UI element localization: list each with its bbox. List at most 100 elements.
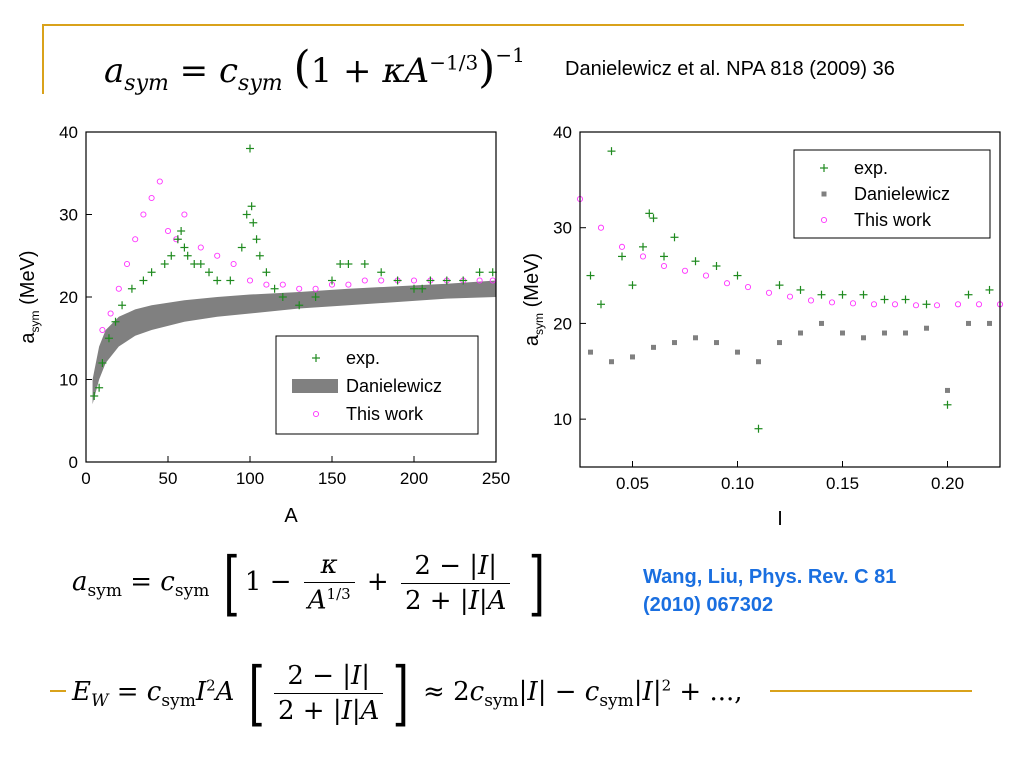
- x-tick-label: 0.05: [616, 474, 649, 493]
- exp-point: [475, 268, 484, 277]
- exp-point: [247, 202, 256, 211]
- exp-point: [442, 276, 451, 285]
- exp-point: [160, 260, 169, 268]
- exp-point: [180, 243, 189, 252]
- x-tick-label: 0: [81, 469, 90, 488]
- this-work-point: [476, 277, 483, 284]
- y-tick-label: 40: [59, 123, 78, 142]
- exp-point: [205, 268, 213, 277]
- this-work-point: [786, 293, 794, 300]
- exp-point: [183, 251, 192, 260]
- this-work-point: [246, 277, 254, 284]
- legend-this-work-marker: [312, 410, 320, 418]
- exp-point: [733, 271, 742, 280]
- exp-point: [344, 260, 353, 268]
- this-work-point: [410, 277, 418, 284]
- exp-point: [712, 262, 721, 270]
- legend-danielewicz-label: Danielewicz: [854, 184, 950, 204]
- exp-point: [196, 260, 205, 268]
- exp-point: [311, 293, 320, 301]
- this-work-point: [214, 252, 221, 259]
- exp-point: [249, 218, 258, 227]
- exp-point: [147, 268, 156, 277]
- exp-point: [985, 285, 994, 294]
- legend: exp. Danielewicz This work: [275, 335, 479, 435]
- exp-point: [880, 295, 889, 304]
- this-work-point: [723, 280, 731, 287]
- this-work-point: [954, 301, 962, 308]
- this-work-point: [197, 244, 204, 251]
- exp-point: [838, 290, 847, 299]
- this-work-point: [933, 302, 941, 309]
- this-work-point: [744, 284, 752, 291]
- danielewicz-point: [819, 320, 824, 326]
- this-work-point: [849, 300, 857, 307]
- this-work-point: [99, 326, 106, 334]
- y-axis-label: asym (MeV): [521, 253, 546, 346]
- this-work-point: [263, 281, 270, 288]
- exp-point: [127, 284, 136, 293]
- danielewicz-point: [735, 349, 740, 355]
- exp-point: [418, 284, 427, 293]
- this-work-point: [681, 267, 689, 274]
- legend-danielewicz-marker: [821, 191, 827, 197]
- this-work-point: [345, 281, 352, 288]
- legend-danielewicz-marker: [292, 379, 338, 393]
- formula-middle: asym = csym [1 − κ A1/3 + 2 − |I| 2 + |I|A…: [72, 542, 545, 624]
- y-tick-label: 10: [59, 371, 78, 390]
- exp-point: [139, 276, 148, 285]
- danielewicz-point: [651, 344, 656, 350]
- exp-point: [95, 383, 104, 392]
- this-work-point: [660, 262, 668, 270]
- exp-point: [246, 144, 254, 153]
- this-work-point: [361, 277, 368, 284]
- y-tick-label: 10: [553, 410, 572, 429]
- legend-exp-marker: [312, 354, 320, 362]
- y-axis-label: asym (MeV): [17, 250, 42, 343]
- legend-this-work-label: This work: [346, 404, 424, 424]
- exp-point: [410, 284, 418, 293]
- exp-point: [118, 301, 127, 310]
- exp-point: [213, 276, 222, 285]
- exp-point: [360, 260, 369, 268]
- legend-exp-label: exp.: [346, 348, 380, 368]
- this-work-point: [489, 277, 496, 284]
- y-tick-label: 0: [69, 453, 78, 472]
- danielewicz-point: [924, 325, 929, 331]
- y-tick-label: 40: [553, 123, 572, 142]
- this-work-point: [115, 285, 122, 292]
- x-tick-label: 200: [400, 469, 428, 488]
- x-tick-label: 0.15: [826, 474, 859, 493]
- exp-point: [639, 242, 647, 251]
- danielewicz-point: [840, 330, 845, 336]
- x-tick-label: 250: [482, 469, 510, 488]
- legend-this-work-label: This work: [854, 210, 932, 230]
- exp-point: [111, 317, 120, 326]
- legend-exp-marker: [820, 164, 828, 172]
- danielewicz-point: [987, 320, 992, 326]
- exp-point: [295, 301, 304, 310]
- exp-point: [262, 268, 271, 277]
- y-tick-label: 20: [59, 288, 78, 307]
- x-axis-label: A: [284, 505, 298, 527]
- reference-line-1: Wang, Liu, Phys. Rev. C 81: [643, 566, 897, 588]
- formula-bottom: EW = csymI2A [2 − |I| 2 + |I|A] ≈ 2csym|I…: [72, 652, 743, 734]
- x-tick-label: 100: [236, 469, 264, 488]
- exp-point: [237, 243, 246, 252]
- this-work-point: [597, 224, 605, 231]
- this-work-point: [312, 285, 319, 292]
- y-tick-label: 30: [553, 219, 572, 238]
- legend-this-work-marker: [820, 216, 828, 224]
- exp-point: [670, 233, 679, 242]
- this-work-point: [618, 243, 626, 250]
- danielewicz-point: [966, 320, 971, 326]
- this-work-point: [807, 297, 815, 304]
- accent-rule-left: [42, 24, 44, 94]
- danielewicz-point: [693, 335, 698, 341]
- y-tick-label: 30: [59, 206, 78, 225]
- exp-point: [167, 251, 176, 260]
- exp-point: [859, 290, 868, 299]
- exp-point: [104, 334, 113, 343]
